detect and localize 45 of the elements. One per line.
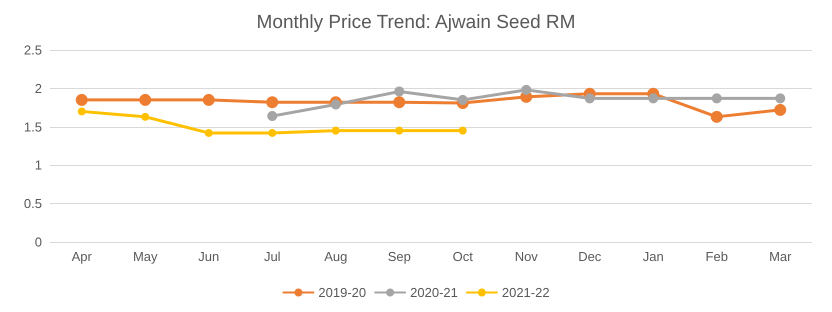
chart-title: Monthly Price Trend: Ajwain Seed RM	[256, 12, 576, 33]
x-tick-label: Jan	[642, 249, 664, 264]
point	[266, 96, 278, 108]
point	[78, 107, 86, 116]
point	[395, 126, 404, 135]
legend-label: 2021-22	[502, 285, 550, 300]
point	[204, 128, 213, 137]
y-tick-label: 2.5	[24, 42, 42, 58]
point	[267, 111, 278, 122]
point	[710, 110, 723, 123]
point	[648, 93, 658, 104]
point	[76, 94, 88, 106]
y-tick-label: 1	[34, 158, 42, 173]
x-tick-label: Aug	[324, 249, 348, 264]
point	[268, 128, 276, 137]
point	[202, 94, 215, 106]
point	[141, 112, 150, 121]
x-tick-label: Jun	[198, 249, 220, 264]
y-tick-label: 2	[34, 80, 42, 96]
point	[394, 86, 404, 96]
x-tick-label: Oct	[452, 249, 474, 264]
x-tick-label: Mar	[769, 249, 792, 264]
point	[521, 84, 532, 95]
y-tick-label: 1.5	[24, 119, 42, 134]
point	[584, 93, 595, 104]
y-tick-label: 0	[34, 234, 42, 250]
x-tick-label: Jul	[264, 249, 281, 264]
x-tick-label: Feb	[706, 249, 728, 264]
point	[139, 94, 152, 106]
point	[775, 93, 786, 104]
legend-label: 2020-21	[410, 285, 458, 300]
point	[712, 93, 722, 104]
legend-label: 2019-20	[318, 285, 366, 300]
point	[393, 96, 406, 108]
point	[332, 126, 340, 135]
x-tick-label: Nov	[514, 249, 538, 264]
x-tick-label: Sep	[388, 249, 411, 264]
point	[458, 94, 468, 105]
point	[330, 100, 341, 110]
y-tick-label: 0.5	[24, 196, 42, 212]
x-tick-label: Dec	[578, 249, 602, 264]
point	[774, 104, 786, 116]
point	[458, 126, 467, 135]
x-tick-label: Apr	[72, 249, 93, 264]
x-tick-label: May	[132, 249, 158, 264]
